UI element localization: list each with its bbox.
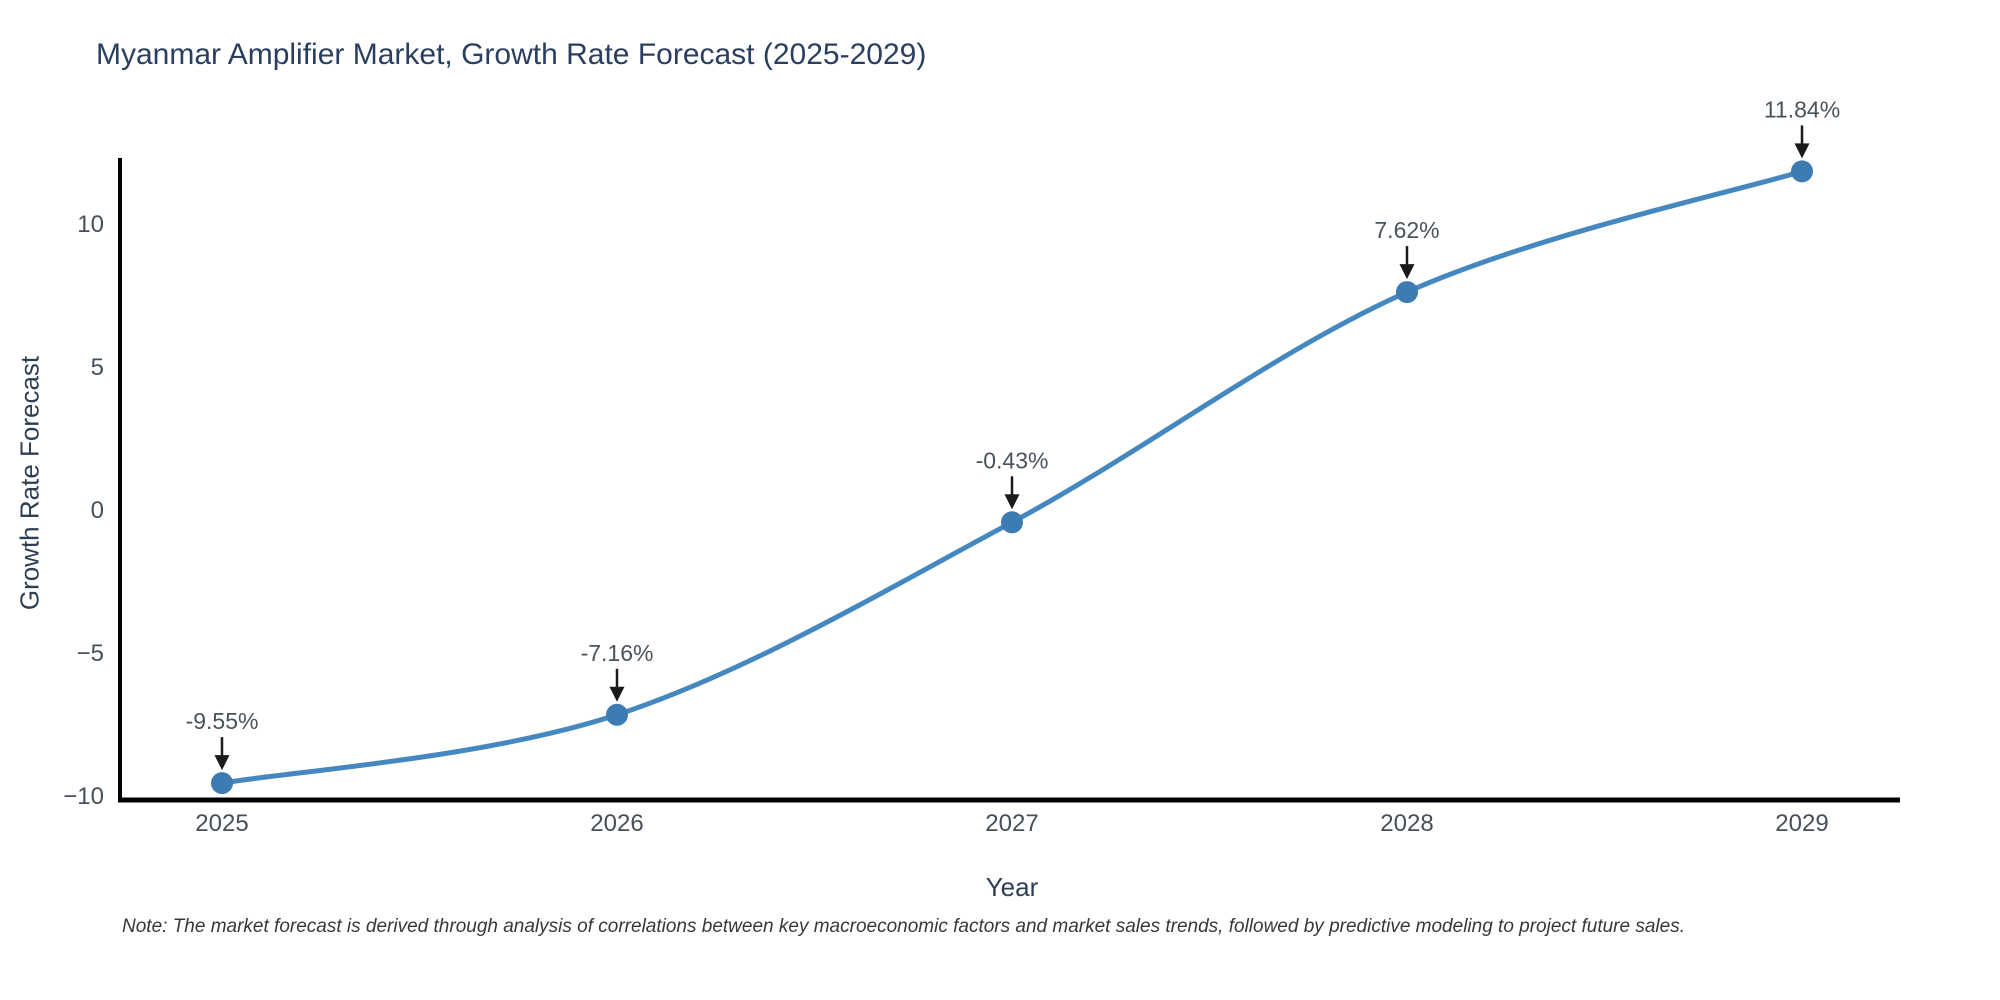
point-annotation: -7.16% xyxy=(581,640,654,666)
x-tick-label: 2026 xyxy=(590,810,643,837)
x-tick-label: 2025 xyxy=(195,810,248,837)
y-tick-label: 0 xyxy=(91,497,104,524)
data-point-marker[interactable] xyxy=(606,703,628,726)
footnote: Note: The market forecast is derived thr… xyxy=(122,916,1685,937)
y-tick-label: −10 xyxy=(63,783,104,810)
x-tick-label: 2029 xyxy=(1775,810,1828,837)
annotation-arrow-head xyxy=(214,755,230,771)
x-tick-label: 2028 xyxy=(1380,810,1433,837)
annotation-arrow-head xyxy=(1399,264,1415,280)
point-annotation: 11.84% xyxy=(1764,96,1840,122)
point-annotation: -9.55% xyxy=(186,708,259,734)
x-axis-label: Year xyxy=(985,872,1039,902)
y-tick-label: −5 xyxy=(77,640,104,667)
annotation-arrow-head xyxy=(609,686,625,702)
y-tick-label: 10 xyxy=(77,211,104,238)
data-point-marker[interactable] xyxy=(211,772,233,795)
chart-title: Myanmar Amplifier Market, Growth Rate Fo… xyxy=(96,38,927,71)
point-annotation: -0.43% xyxy=(976,447,1049,473)
annotation-arrow-head xyxy=(1794,143,1810,159)
data-point-marker[interactable] xyxy=(1001,511,1023,534)
x-tick-label: 2027 xyxy=(985,810,1038,837)
y-axis-label: Growth Rate Forecast xyxy=(14,355,45,611)
annotation-arrow-head xyxy=(1004,494,1020,510)
y-tick-label: 5 xyxy=(91,354,104,381)
point-annotation: 7.62% xyxy=(1374,217,1439,243)
data-point-marker[interactable] xyxy=(1791,160,1813,183)
data-point-marker[interactable] xyxy=(1396,281,1418,304)
